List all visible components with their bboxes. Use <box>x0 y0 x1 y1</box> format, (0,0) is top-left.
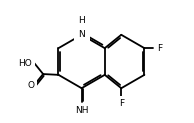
Text: HO: HO <box>18 59 32 68</box>
Text: N: N <box>78 30 85 39</box>
Text: F: F <box>119 99 124 108</box>
Text: H: H <box>78 16 85 25</box>
Text: O: O <box>27 81 34 90</box>
Text: NH: NH <box>75 106 88 115</box>
Text: F: F <box>157 44 162 53</box>
